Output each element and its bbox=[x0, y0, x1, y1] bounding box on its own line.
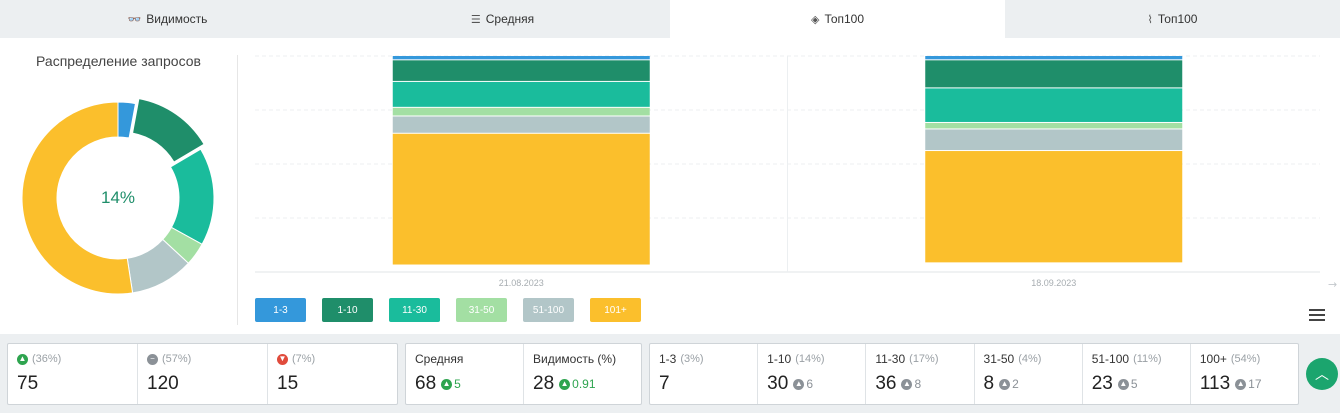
legend-item-101-plus[interactable]: 101+ bbox=[590, 298, 641, 322]
tab-average[interactable]: ☰ Средняя bbox=[335, 0, 670, 38]
tab-label: Топ100 bbox=[824, 12, 865, 26]
bar-segment-1-10-21.08.2023[interactable] bbox=[392, 60, 650, 81]
x-tick-label: 21.08.2023 bbox=[499, 278, 544, 288]
legend-item-1-10[interactable]: 1-10 bbox=[322, 298, 373, 322]
legend-item-51-100[interactable]: 51-100 bbox=[523, 298, 574, 322]
bar-segment-1-10-18.09.2023[interactable] bbox=[925, 60, 1183, 88]
donut-slice-101+[interactable] bbox=[21, 101, 134, 295]
chart-legend: 1-3 1-10 11-30 31-50 51-100 101+ bbox=[255, 298, 641, 322]
bar-segment-51-100-18.09.2023[interactable] bbox=[925, 129, 1183, 151]
donut-chart bbox=[21, 98, 215, 295]
bar-segment-11-30-21.08.2023[interactable] bbox=[392, 81, 650, 107]
x-tick-label: 18.09.2023 bbox=[1031, 278, 1076, 288]
arrow-up-icon: ▲ bbox=[441, 378, 453, 390]
bar-segment-31-50-21.08.2023[interactable] bbox=[392, 107, 650, 116]
tab-bar: 👓 Видимость ☰ Средняя ◈ Топ100 ⌇ Топ100 bbox=[0, 0, 1340, 38]
stat-range-11-30: 11-30 (17%) 36 ▲ 8 bbox=[866, 344, 975, 404]
donut-slice-1-3[interactable] bbox=[117, 101, 137, 139]
donut-center-value: 14% bbox=[100, 188, 136, 207]
stat-visibility: Видимость (%) 28 ▲ 0.91 bbox=[533, 352, 617, 394]
donut-title: Распределение запросов bbox=[36, 53, 201, 69]
metrics-stats-group: Средняя 68 ▲ 5 Видимость (%) 28 ▲ 0.91 bbox=[405, 343, 642, 405]
chevron-up-icon[interactable]: ︿ bbox=[1306, 358, 1338, 390]
hamburger-menu-icon[interactable] bbox=[1309, 309, 1325, 323]
stat-range-51-100: 51-100 (11%) 23 ▲ 5 bbox=[1083, 344, 1191, 404]
tab-label: Средняя bbox=[485, 12, 535, 26]
lines-icon: ☰ bbox=[470, 13, 481, 26]
legend-item-11-30[interactable]: 11-30 bbox=[389, 298, 440, 322]
arrow-up-icon: ▲ bbox=[1117, 378, 1129, 390]
bar-segment-101+-21.08.2023[interactable] bbox=[392, 133, 650, 265]
tab-label: Видимость bbox=[146, 12, 208, 26]
stat-range-100-plus: 100+ (54%) 113 ▲ 17 bbox=[1199, 352, 1262, 394]
stat-range-1-3: 1-3 (3%) 7 bbox=[650, 344, 759, 404]
stat-unchanged: − (57%) 120 bbox=[138, 344, 268, 404]
legend-item-31-50[interactable]: 31-50 bbox=[456, 298, 507, 322]
trend-icon: ⌇ bbox=[1147, 13, 1153, 26]
stat-average: Средняя 68 ▲ 5 bbox=[406, 344, 524, 404]
donut-panel: Распределение запросов 14% bbox=[0, 38, 237, 334]
arrow-down-icon: ▼ bbox=[277, 353, 288, 365]
bar-segment-101+-18.09.2023[interactable] bbox=[925, 151, 1183, 263]
arrow-right-icon: → bbox=[1328, 278, 1337, 291]
trend-stats-group: ▲ (36%) 75 − (57%) 120 ▼ (7%) 15 bbox=[7, 343, 398, 405]
bar-segment-11-30-18.09.2023[interactable] bbox=[925, 88, 1183, 122]
bar-segment-1-3-21.08.2023[interactable] bbox=[392, 56, 650, 60]
minus-icon: − bbox=[147, 353, 158, 365]
tab-top100-distribution[interactable]: ◈ Топ100 bbox=[670, 0, 1005, 38]
stacked-bar-chart: 21.08.2023 18.09.2023 → bbox=[255, 55, 1337, 291]
arrow-up-icon: ▲ bbox=[559, 378, 571, 390]
layers-icon: ◈ bbox=[810, 13, 820, 26]
panel-divider bbox=[237, 55, 238, 325]
stat-range-1-10: 1-10 (14%) 30 ▲ 6 bbox=[758, 344, 867, 404]
donut-slice-1-10[interactable] bbox=[131, 98, 205, 163]
stat-improved: ▲ (36%) 75 bbox=[8, 344, 138, 404]
tab-top100-trend[interactable]: ⌇ Топ100 bbox=[1005, 0, 1340, 38]
arrow-up-icon: ▲ bbox=[999, 378, 1011, 390]
arrow-up-icon: ▲ bbox=[901, 378, 913, 390]
glasses-icon: 👓 bbox=[127, 13, 142, 26]
legend-item-1-3[interactable]: 1-3 bbox=[255, 298, 306, 322]
stat-declined: ▼ (7%) 15 bbox=[277, 353, 316, 394]
tab-visibility[interactable]: 👓 Видимость bbox=[0, 0, 335, 38]
ranges-stats-group: 1-3 (3%) 7 1-10 (14%) 30 ▲ 6 11-30 (17%) 36 ▲ 8… bbox=[649, 343, 1299, 405]
arrow-up-icon: ▲ bbox=[1235, 378, 1247, 390]
stat-range-31-50: 31-50 (4%) 8 ▲ 2 bbox=[975, 344, 1083, 404]
stats-bar: ▲ (36%) 75 − (57%) 120 ▼ (7%) 15 Средняя 68… bbox=[0, 334, 1340, 413]
bar-segment-31-50-18.09.2023[interactable] bbox=[925, 122, 1183, 129]
arrow-up-icon: ▲ bbox=[17, 353, 28, 365]
bar-segment-51-100-21.08.2023[interactable] bbox=[392, 116, 650, 133]
tab-label: Топ100 bbox=[1157, 12, 1198, 26]
bar-segment-1-3-18.09.2023[interactable] bbox=[925, 56, 1183, 60]
arrow-up-icon: ▲ bbox=[793, 378, 805, 390]
